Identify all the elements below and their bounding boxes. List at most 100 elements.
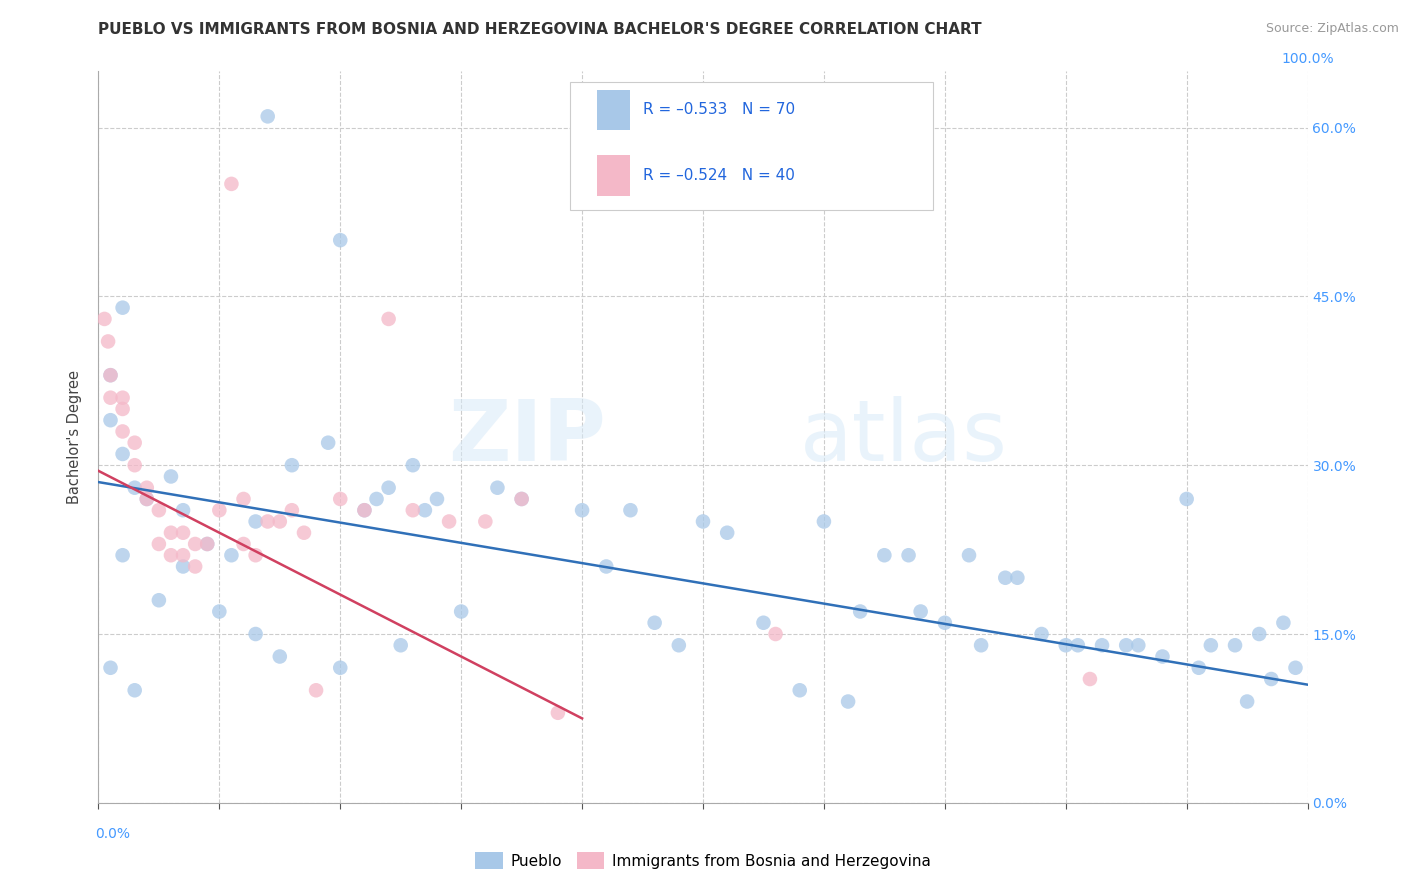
Point (292, 525, 315, 540)
Point (172, 503, 194, 517)
Point (208, 503, 231, 517)
Point (195, 537, 218, 551)
Point (437, 515, 460, 529)
Point (426, 491, 449, 506)
Text: 0.0%: 0.0% (96, 827, 131, 841)
Point (316, 435, 339, 450)
Point (1284, 661, 1306, 675)
Point (160, 469, 183, 483)
Point (619, 503, 641, 517)
Point (329, 661, 352, 675)
Point (510, 491, 533, 506)
Point (160, 525, 183, 540)
Point (111, 425, 134, 439)
Point (329, 491, 352, 506)
Point (245, 627, 267, 641)
Text: atlas: atlas (800, 395, 1008, 479)
Point (245, 548, 267, 562)
Point (644, 615, 666, 630)
Text: ZIP: ZIP (449, 395, 606, 479)
Point (135, 491, 157, 506)
Point (1260, 672, 1282, 686)
Point (281, 503, 304, 517)
Point (93, 312, 115, 326)
Point (232, 491, 254, 506)
Point (1007, 571, 1029, 585)
Point (595, 559, 617, 574)
Point (148, 503, 170, 517)
Point (668, 638, 690, 652)
Point (100, 413, 122, 427)
Point (994, 571, 1017, 585)
Point (510, 491, 533, 506)
Point (547, 706, 569, 720)
FancyBboxPatch shape (596, 155, 630, 195)
Point (450, 605, 472, 619)
Point (849, 605, 872, 619)
Point (934, 615, 956, 630)
Point (1078, 672, 1101, 686)
Point (172, 548, 194, 562)
Point (124, 458, 146, 473)
Point (1236, 694, 1258, 708)
Point (1272, 615, 1295, 630)
Text: R = –0.524   N = 40: R = –0.524 N = 40 (643, 168, 794, 183)
Point (474, 515, 496, 529)
Point (789, 683, 811, 698)
Point (377, 312, 399, 326)
Text: R = –0.533   N = 70: R = –0.533 N = 70 (643, 103, 794, 117)
Point (486, 481, 509, 495)
Point (413, 503, 436, 517)
Point (353, 503, 375, 517)
Point (100, 391, 122, 405)
Point (111, 391, 134, 405)
Point (184, 559, 207, 574)
Point (111, 548, 134, 562)
Point (1249, 627, 1271, 641)
Point (377, 481, 399, 495)
Point (813, 515, 835, 529)
Point (172, 525, 194, 540)
Point (353, 503, 375, 517)
Point (1054, 638, 1077, 652)
Point (135, 481, 157, 495)
Point (765, 627, 787, 641)
Point (100, 368, 122, 383)
Point (1091, 638, 1114, 652)
Point (692, 515, 714, 529)
Point (970, 638, 993, 652)
Point (897, 548, 920, 562)
Point (366, 491, 388, 506)
Point (221, 548, 243, 562)
Y-axis label: Bachelor's Degree: Bachelor's Degree (67, 370, 83, 504)
Point (97, 334, 120, 349)
Point (148, 593, 170, 607)
Text: Source: ZipAtlas.com: Source: ZipAtlas.com (1265, 22, 1399, 36)
Point (100, 661, 122, 675)
Point (124, 683, 146, 698)
Point (135, 491, 157, 506)
Point (305, 683, 328, 698)
Point (160, 548, 183, 562)
Point (716, 525, 738, 540)
Point (1152, 649, 1174, 664)
FancyBboxPatch shape (569, 82, 932, 211)
Point (1223, 638, 1246, 652)
Point (100, 368, 122, 383)
Point (195, 537, 218, 551)
Point (1175, 491, 1198, 506)
Point (873, 548, 896, 562)
Point (957, 548, 980, 562)
Point (402, 458, 425, 473)
Point (111, 401, 134, 416)
Point (124, 435, 146, 450)
Point (1115, 638, 1137, 652)
Point (389, 638, 412, 652)
Point (329, 233, 352, 247)
Point (1128, 638, 1150, 652)
Point (269, 649, 291, 664)
Point (1031, 627, 1053, 641)
Point (232, 537, 254, 551)
FancyBboxPatch shape (596, 90, 630, 130)
Point (111, 447, 134, 461)
